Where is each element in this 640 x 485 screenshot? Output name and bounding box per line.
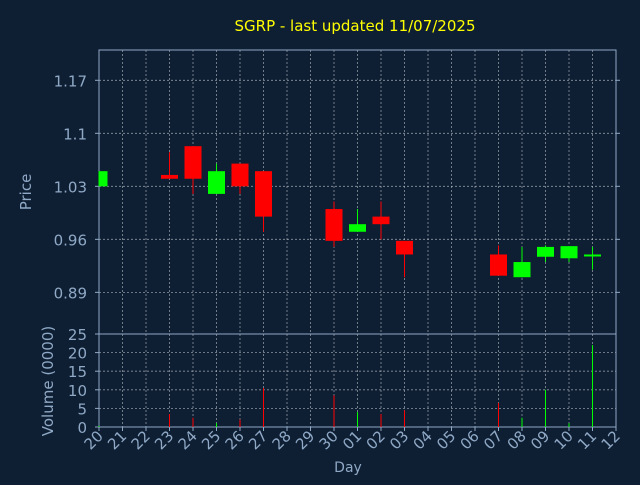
volume-tick-label: 0: [77, 419, 87, 437]
candle: [98, 171, 108, 187]
day-tick-label: 12: [598, 427, 624, 453]
day-tick-label: 30: [316, 427, 342, 453]
volume-bars: [98, 345, 593, 427]
candle-body: [231, 163, 249, 187]
day-tick-label: 05: [433, 427, 459, 453]
day-tick-label: 21: [104, 427, 130, 453]
candle: [490, 245, 507, 276]
day-tick-label: 27: [245, 427, 271, 453]
candle: [396, 240, 413, 278]
volume-tick-label: 15: [68, 363, 87, 381]
day-tick-label: 10: [551, 427, 577, 453]
candle-body: [99, 171, 108, 187]
price-tick-label: 1.03: [54, 178, 87, 196]
day-axis-label: Day: [334, 460, 362, 476]
day-tick-label: 24: [175, 427, 201, 453]
price-gridlines: [99, 50, 616, 334]
candle: [184, 146, 202, 194]
candle: [537, 245, 554, 263]
candle: [349, 209, 366, 232]
day-tick-label: 02: [363, 427, 389, 453]
price-tick-label: 0.89: [54, 284, 87, 302]
chart-title: SGRP - last updated 11/07/2025: [235, 17, 476, 35]
candle-body: [208, 171, 225, 194]
day-tick-label: 08: [504, 427, 530, 453]
candle-body: [161, 174, 178, 179]
candlesticks: [98, 146, 601, 278]
candle-body: [490, 254, 507, 276]
day-tick-label: 09: [527, 427, 553, 453]
day-tick-label: 29: [292, 427, 318, 453]
candle-body: [537, 246, 554, 257]
price-tick-label: 1.1: [63, 125, 87, 143]
volume-tick-label: 10: [68, 382, 87, 400]
candle-body: [372, 216, 390, 225]
candle: [161, 152, 178, 179]
candle-body: [584, 254, 601, 257]
price-axis-label: Price: [17, 174, 35, 211]
volume-tick-label: 20: [68, 345, 87, 363]
day-axis-ticks: 2021222324252627282930010203040506070809…: [81, 427, 624, 453]
day-tick-label: 11: [574, 427, 600, 453]
candle-body: [396, 240, 413, 255]
day-tick-label: 23: [151, 427, 177, 453]
day-tick-label: 07: [480, 427, 506, 453]
candle: [255, 171, 272, 232]
day-tick-label: 28: [269, 427, 295, 453]
candle: [513, 246, 531, 278]
candle-body: [513, 262, 531, 278]
volume-tick-label: 25: [68, 326, 87, 344]
candle-body: [325, 209, 343, 241]
day-tick-label: 22: [128, 427, 154, 453]
candle: [325, 201, 343, 247]
candle: [584, 246, 601, 270]
volume-tick-label: 5: [77, 400, 87, 418]
volume-axis-label: Volume (0000): [39, 326, 57, 436]
price-tick-label: 0.96: [54, 231, 87, 249]
candle: [231, 163, 249, 194]
day-tick-label: 25: [198, 427, 224, 453]
price-tick-label: 1.17: [54, 72, 87, 90]
price-axis-ticks: 1.17 1.1 1.03 0.96 0.89: [54, 72, 620, 302]
day-tick-label: 01: [339, 427, 365, 453]
candle: [372, 201, 390, 240]
candle-body: [560, 246, 578, 259]
day-tick-label: 04: [410, 427, 436, 453]
day-tick-label: 03: [386, 427, 412, 453]
candle-body: [255, 171, 272, 217]
candle: [560, 246, 578, 263]
candle: [208, 163, 225, 194]
day-tick-label: 26: [222, 427, 248, 453]
candle-body: [184, 146, 202, 179]
day-tick-label: 06: [457, 427, 483, 453]
candle-body: [349, 224, 366, 232]
